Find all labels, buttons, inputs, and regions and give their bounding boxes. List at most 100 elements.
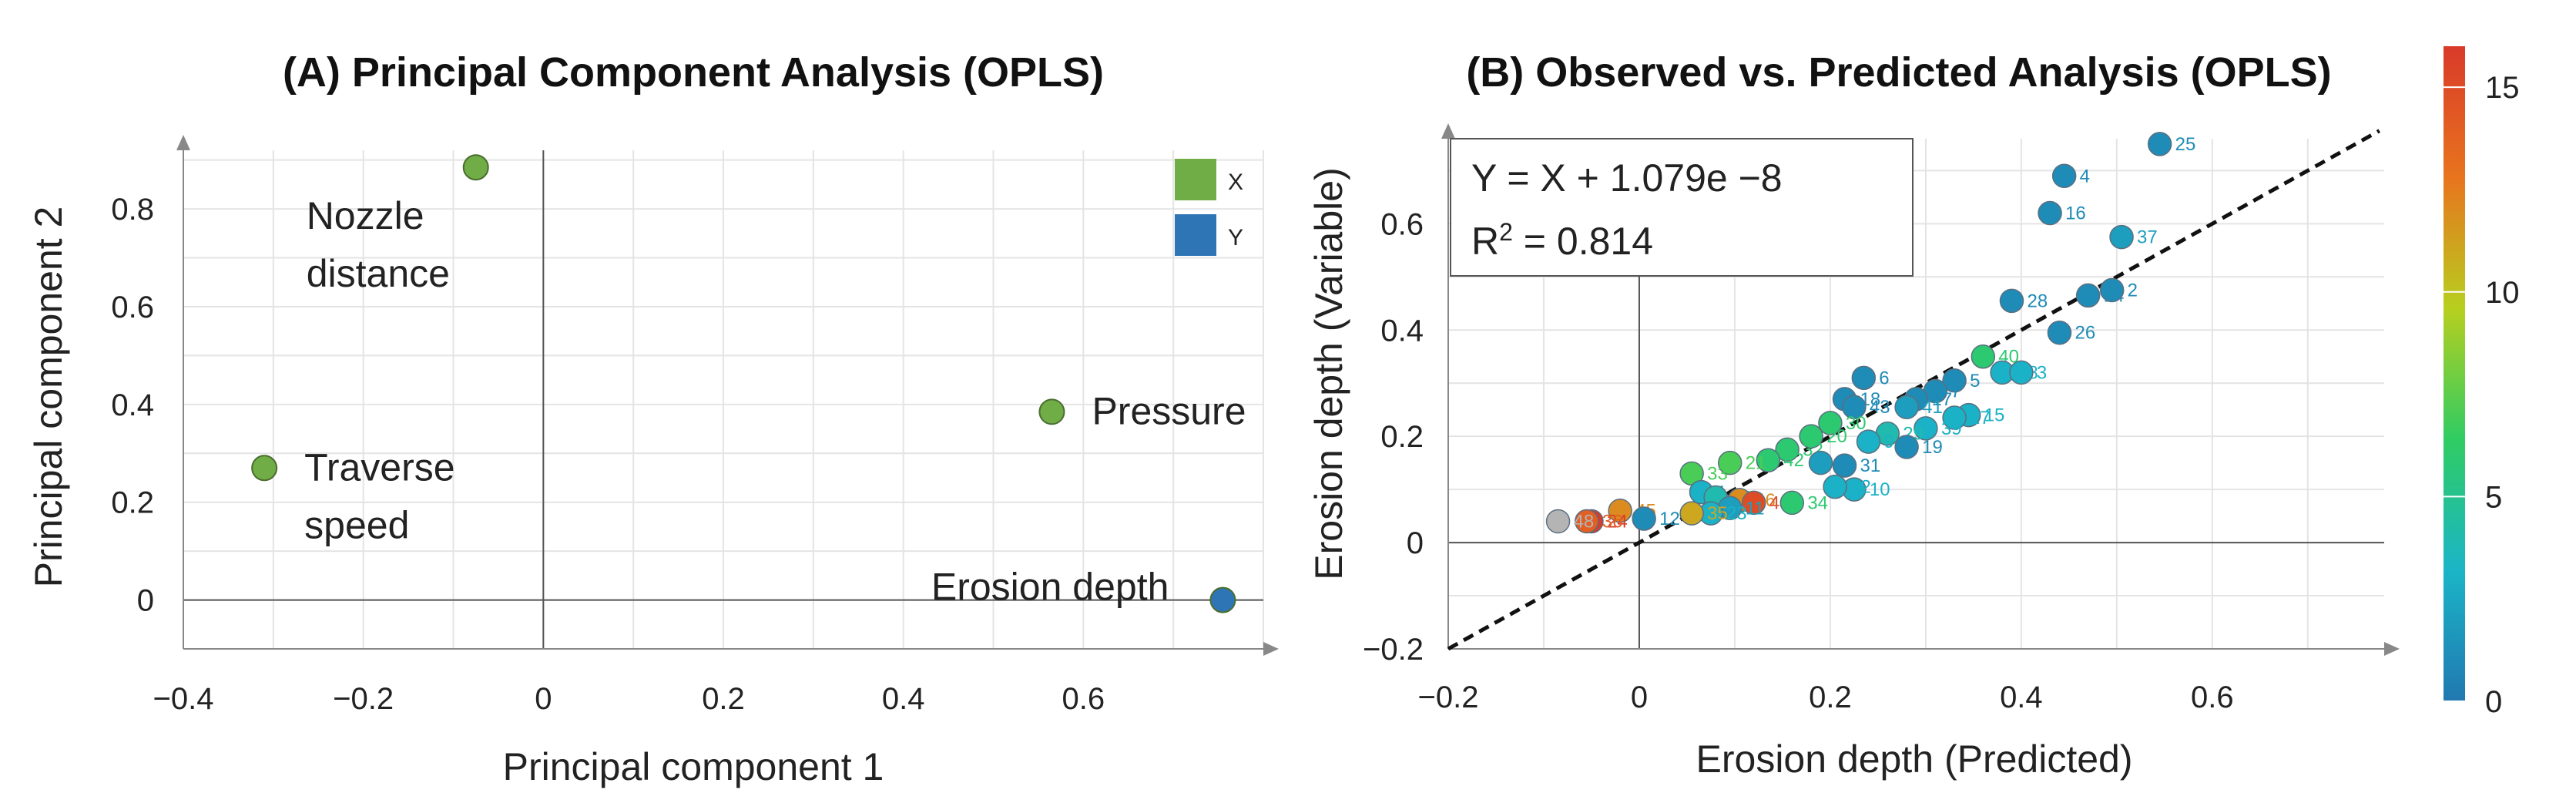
obs-point xyxy=(1823,474,1847,499)
obs-point xyxy=(1851,365,1877,391)
r-squared: R2 = 0.814 xyxy=(1471,218,1653,263)
obs-point xyxy=(1717,450,1742,475)
obs-point-label: 23 xyxy=(1726,503,1747,524)
y-axis-arrow xyxy=(176,135,190,150)
obs-point xyxy=(1894,435,1919,459)
panel-a-legend: XY xyxy=(1175,159,1243,256)
obs-point-label: 26 xyxy=(2075,323,2095,344)
panel-b-title: (B) Observed vs. Predicted Analysis (OPL… xyxy=(1466,49,2331,96)
pca-point xyxy=(462,154,489,181)
obs-point xyxy=(2047,320,2072,345)
legend-swatch xyxy=(1175,214,1216,256)
obs-point-label: 11 xyxy=(1746,498,1765,519)
y-tick-label: 0.2 xyxy=(1380,420,1424,454)
y-axis-arrow xyxy=(1441,123,1455,139)
obs-point-label: 43 xyxy=(1870,397,1890,418)
obs-point-label: 21 xyxy=(1746,453,1766,474)
y-tick-label: 0 xyxy=(1407,526,1424,560)
colorbar-tick-label: 5 xyxy=(2485,480,2502,514)
obs-point xyxy=(1999,288,2024,314)
obs-point xyxy=(1632,506,1656,531)
panel-a-xlabel: Principal component 1 xyxy=(503,745,884,788)
obs-point-label: 35 xyxy=(1707,503,1728,524)
obs-point-label: 36 xyxy=(1602,512,1623,533)
obs-point xyxy=(1942,405,1967,430)
obs-point-label: 42 xyxy=(1783,450,1804,471)
obs-point-label: 22 xyxy=(1850,477,1871,498)
x-axis-arrow xyxy=(2384,642,2400,656)
y-tick-label: 0.6 xyxy=(111,291,154,324)
obs-point xyxy=(1756,448,1781,472)
x-tick-label: 0 xyxy=(1631,680,1648,714)
obs-point-label: 37 xyxy=(2137,227,2158,248)
obs-point xyxy=(1914,416,1938,441)
x-tick-label: 0.6 xyxy=(2191,680,2234,714)
x-tick-label: −0.2 xyxy=(1418,680,1479,714)
obs-point xyxy=(1608,498,1632,523)
panel-b-ylabel: Erosion depth (Variable) xyxy=(1307,167,1350,580)
x-tick-label: 0.2 xyxy=(1809,680,1852,714)
obs-point xyxy=(2075,283,2101,308)
panel-b-points: 2541637281422640383567171843411527302039… xyxy=(1545,132,2195,534)
pca-point-label: Erosion depth xyxy=(931,566,1169,609)
x-tick-label: 0 xyxy=(535,682,552,716)
panel-b: (B) Observed vs. Predicted Analysis (OPL… xyxy=(1307,46,2520,781)
obs-point-label: 20 xyxy=(1826,426,1847,447)
obs-point-label: 3 xyxy=(2037,362,2047,383)
obs-point-label: 2 xyxy=(2128,281,2138,301)
obs-point-label: 28 xyxy=(2027,291,2048,311)
pca-point-label: Nozzle xyxy=(307,194,424,237)
pca-point-label: speed xyxy=(304,503,409,546)
panel-a-points: Nozzle distance Pressure Traverse speed Erosi… xyxy=(251,154,1246,613)
obs-point xyxy=(1545,509,1571,534)
obs-point-label: 6 xyxy=(1879,368,1889,388)
obs-point-label: 48 xyxy=(1574,512,1595,533)
obs-point-label: 5 xyxy=(1970,371,1980,391)
y-tick-label: 0.6 xyxy=(1380,207,1424,241)
colorbar-tick-label: 0 xyxy=(2485,685,2502,719)
obs-point-label: 7 xyxy=(1950,381,1961,402)
colorbar-tick-label: 10 xyxy=(2485,276,2520,310)
x-tick-label: 0.4 xyxy=(2000,680,2043,714)
obs-point-label: 30 xyxy=(1846,413,1867,434)
x-tick-label: −0.2 xyxy=(333,682,394,716)
obs-point-label: 16 xyxy=(2065,203,2086,224)
obs-point xyxy=(1842,395,1867,419)
obs-point xyxy=(1856,429,1881,454)
legend-label: Y xyxy=(1228,225,1243,250)
obs-point xyxy=(1799,424,1823,449)
obs-point-label: 33 xyxy=(1707,463,1728,484)
r2-suffix: = 0.814 xyxy=(1513,220,1653,263)
obs-point xyxy=(1818,411,1843,435)
obs-point-label: 31 xyxy=(1860,455,1881,476)
x-tick-label: 0.4 xyxy=(882,682,925,716)
x-axis-arrow xyxy=(1263,642,1279,656)
obs-point-label: 10 xyxy=(1870,479,1890,500)
obs-point xyxy=(2009,360,2034,385)
obs-point xyxy=(2109,224,2134,250)
obs-point-label: 39 xyxy=(1941,418,1962,439)
pca-point xyxy=(1209,586,1236,613)
obs-point xyxy=(1741,490,1766,516)
x-tick-label: 0.6 xyxy=(1062,682,1105,716)
y-tick-label: 0.2 xyxy=(111,486,154,520)
fit-equation: Y = X + 1.079e −8 xyxy=(1471,156,1783,200)
r2-sup: 2 xyxy=(1499,218,1513,246)
panel-a: (A) Principal Component Analysis (OPLS) … xyxy=(27,49,1279,788)
x-tick-label: 0.2 xyxy=(702,682,745,716)
obs-point xyxy=(1779,490,1805,516)
obs-point-label: 24 xyxy=(1607,512,1628,533)
obs-point-label: 4 xyxy=(2080,166,2090,186)
obs-point-label: 9 xyxy=(1884,432,1894,452)
y-tick-label: 0.8 xyxy=(111,193,154,227)
obs-point xyxy=(1971,344,1996,369)
obs-point xyxy=(2099,277,2125,303)
obs-point xyxy=(1808,450,1833,475)
x-tick-label: −0.4 xyxy=(153,682,214,716)
panel-b-axes: −0.2 0 0.2 0.4 0.6 −0.2 0 0.2 0.4 0.6 xyxy=(1363,123,2400,714)
obs-point-label: 19 xyxy=(1922,437,1943,458)
obs-point xyxy=(1775,437,1800,462)
obs-point xyxy=(2038,200,2062,226)
r2-prefix: R xyxy=(1471,220,1499,263)
obs-point xyxy=(1679,501,1704,526)
